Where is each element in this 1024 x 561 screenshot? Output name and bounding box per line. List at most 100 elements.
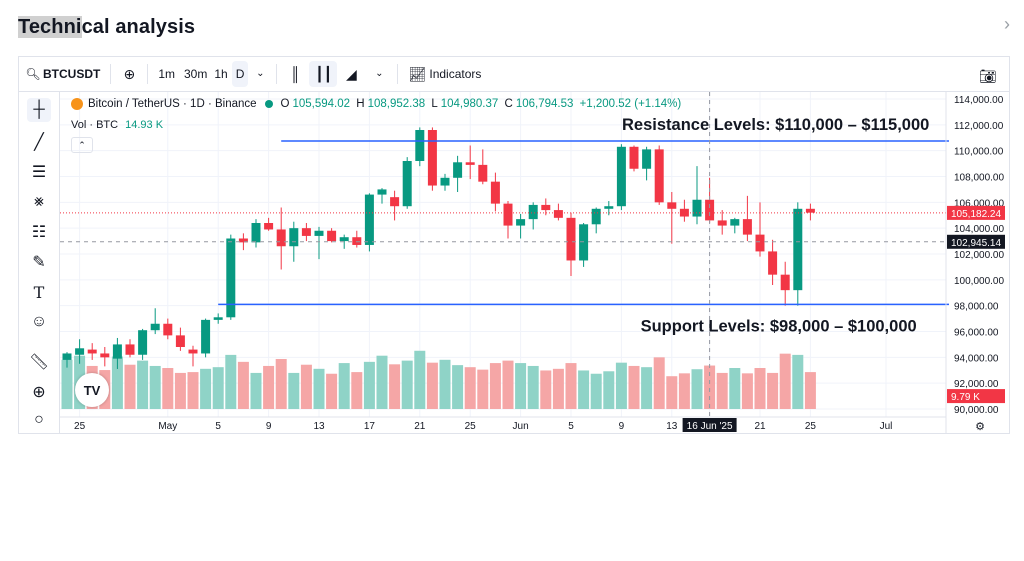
candle-body <box>692 199 702 217</box>
volume-bar <box>653 357 665 409</box>
indicators-button[interactable]: 📈︎ Indicators <box>402 61 487 87</box>
fib-retracement-icon: ☰ <box>31 164 47 181</box>
x-tick-label: 13 <box>666 421 678 432</box>
candle-body <box>201 319 211 354</box>
camera-icon: 📷︎ <box>979 68 997 84</box>
high-value: 108,952.38 <box>367 98 426 110</box>
bars-icon: ║ <box>290 66 301 82</box>
candle-body <box>301 228 311 236</box>
crosshair-tool[interactable]: ┼ <box>27 98 51 122</box>
y-tick-label: 112,000.00 <box>954 121 1004 132</box>
volume-bar <box>439 359 451 409</box>
volume-bar <box>590 373 602 409</box>
magnet-icon: ○ <box>34 411 44 428</box>
ruler-icon: 📏︎ <box>28 354 50 371</box>
tradingview-logo[interactable]: TV <box>75 373 109 407</box>
y-tick-label: 114,000.00 <box>954 95 1004 106</box>
candle-body <box>642 149 652 169</box>
candlestick-chart[interactable]: Resistance Levels: $110,000 – $115,000 Su… <box>60 92 1009 434</box>
brush-tool[interactable]: ✎ <box>27 250 51 274</box>
interval-1h-button[interactable]: 1h <box>210 61 231 87</box>
interval-1m-button[interactable]: 1m <box>152 61 181 87</box>
volume-bar <box>691 369 703 409</box>
candle-body <box>478 164 488 182</box>
chevron-right-icon[interactable]: › <box>1004 14 1010 34</box>
volume-bar <box>578 370 590 409</box>
volume-bar <box>464 367 476 409</box>
change-value: +1,200.52 (+1.14%) <box>579 98 682 110</box>
volume-bar <box>704 365 716 409</box>
candle-body <box>604 206 614 209</box>
projection-icon: ☷ <box>31 224 47 241</box>
volume-bar <box>779 353 791 409</box>
fib-tool[interactable]: ☰ <box>27 160 51 184</box>
volume-bar <box>540 370 552 409</box>
emoji-tool[interactable]: ☺ <box>27 310 51 334</box>
volume-bar <box>716 372 728 409</box>
chart-toolbar: 🔍︎ BTCUSDT ⊕ 1m 30m 1h D ⌄ ║ ┃┃ ◢ ⌄ 📈︎ I… <box>19 57 1009 92</box>
y-tick-label: 102,000.00 <box>954 250 1004 261</box>
crosshair-price-label: 102,945.14 <box>951 238 1001 249</box>
indicators-label: Indicators <box>429 67 482 81</box>
interval-30m-button[interactable]: 30m <box>181 61 210 87</box>
settings-gear-icon: ⚙ <box>975 421 985 433</box>
magnet-tool[interactable]: ○ <box>27 410 51 430</box>
close-label: C <box>504 98 513 110</box>
volume-bar <box>111 356 123 409</box>
candle-body <box>238 238 248 243</box>
collapse-legend-button[interactable]: ⌃ <box>71 137 93 153</box>
pattern-tool[interactable]: ⨳ <box>27 190 51 214</box>
snapshot-button[interactable]: 📷︎ <box>973 63 1001 89</box>
candle-body <box>87 349 97 354</box>
candle-body <box>440 177 450 186</box>
volume-bar <box>729 368 741 409</box>
candle-body <box>377 189 387 195</box>
candles-style-button[interactable]: ┃┃ <box>309 61 338 87</box>
candle-body <box>339 237 349 242</box>
x-tick-label: 21 <box>754 421 766 432</box>
projection-tool[interactable]: ☷ <box>27 220 51 244</box>
measure-tool[interactable]: 📏︎ <box>27 350 51 374</box>
toolbar-divider <box>110 64 112 84</box>
trend-line-tool[interactable]: ╱ <box>27 130 51 154</box>
interval-d-button[interactable]: D <box>231 61 249 87</box>
candle-body <box>163 323 173 336</box>
candle-body <box>390 197 400 207</box>
volume-bar <box>754 368 766 409</box>
volume-bar <box>363 361 375 409</box>
candle-body <box>516 219 526 226</box>
zoom-in-icon: ⊕ <box>32 384 46 401</box>
volume-bar <box>603 371 615 409</box>
volume-bar <box>389 364 401 409</box>
x-tick-label: 13 <box>313 421 325 432</box>
zoom-tool[interactable]: ⊕ <box>27 380 51 404</box>
chevron-up-icon: ⌃ <box>78 140 86 150</box>
symbol-title: Bitcoin / TetherUS · 1D · Binance <box>88 98 257 110</box>
candle-body <box>742 219 752 235</box>
symbol-search-button[interactable]: 🔍︎ BTCUSDT <box>19 61 106 87</box>
x-tick-label: May <box>158 421 177 432</box>
candle-body <box>667 202 677 209</box>
candle-body <box>314 230 324 236</box>
candle-body <box>503 203 513 226</box>
x-tick-label: 25 <box>74 421 86 432</box>
area-style-button[interactable]: ◢ <box>337 61 365 87</box>
interval-30m-label: 30m <box>184 67 208 81</box>
compare-button[interactable]: ⊕ <box>115 61 143 87</box>
candle-body <box>705 199 715 221</box>
style-dropdown-button[interactable]: ⌄ <box>365 61 393 87</box>
bars-style-button[interactable]: ║ <box>281 61 309 87</box>
low-value: 104,980.37 <box>440 98 499 110</box>
symbol-label: BTCUSDT <box>43 67 101 81</box>
volume-bar <box>300 364 312 409</box>
x-tick-label: Jun <box>513 421 529 432</box>
text-tool[interactable]: T <box>27 280 51 304</box>
volume-bar <box>263 365 275 409</box>
smiley-icon: ☺ <box>30 313 48 330</box>
y-tick-label: 90,000.00 <box>954 405 999 416</box>
x-tick-label: 9 <box>266 421 272 432</box>
interval-dropdown-button[interactable]: ⌄ <box>248 61 272 87</box>
volume-bar <box>338 363 350 409</box>
volume-bar <box>641 367 653 409</box>
y-tick-label: 94,000.00 <box>954 353 999 364</box>
